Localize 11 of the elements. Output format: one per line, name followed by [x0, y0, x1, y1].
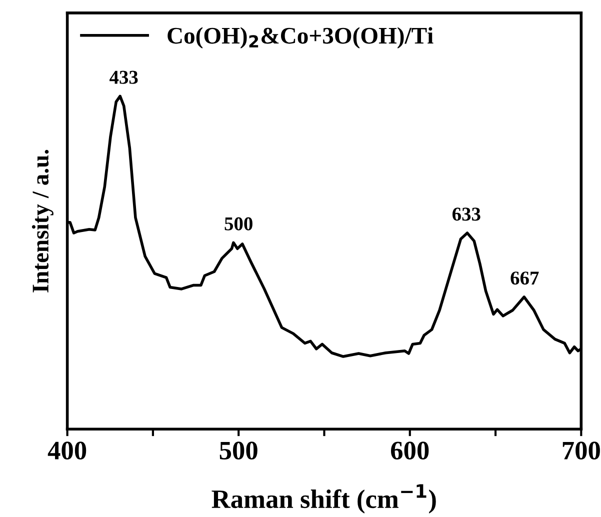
x-tick-label: 400	[48, 442, 86, 460]
annotation: 633	[452, 208, 480, 221]
annotation: 433	[110, 70, 138, 84]
x-axis-title: Raman shift (cm$^{−1}$)	[212, 484, 436, 514]
annotation: 667	[510, 272, 539, 285]
x-tick-label: 500	[220, 442, 258, 460]
annotation: 500	[224, 217, 252, 230]
x-tick-label: 700	[562, 442, 600, 460]
x-tick-label: 600	[390, 442, 429, 460]
legend-label: Co(OH)$_{2}$&Co+3O(OH)/Ti	[168, 27, 434, 49]
y-axis-title: Intensity / a.u.	[32, 150, 54, 292]
